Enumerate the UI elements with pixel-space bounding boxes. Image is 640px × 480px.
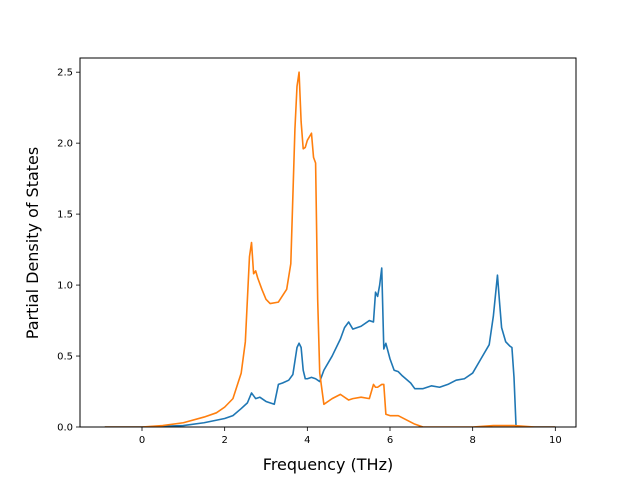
x-axis-ticks: 0 2 4 6 8 10 xyxy=(139,427,562,446)
x-axis-label: Frequency (THz) xyxy=(263,455,393,474)
x-tick-label: 2 xyxy=(221,435,227,446)
x-tick-label: 10 xyxy=(549,435,562,446)
x-tick-label: 6 xyxy=(387,435,393,446)
x-tick-label: 4 xyxy=(304,435,310,446)
x-tick-label: 8 xyxy=(469,435,475,446)
x-tick-label: 0 xyxy=(139,435,145,446)
series-layer xyxy=(104,71,556,427)
y-tick-label: 2.5 xyxy=(57,68,73,79)
y-tick-label: 2.0 xyxy=(57,139,73,150)
series-line-1 xyxy=(104,267,556,427)
y-axis-ticks: 0.0 0.5 1.0 1.5 2.0 2.5 xyxy=(57,68,80,434)
y-axis-label: Partial Density of States xyxy=(23,147,42,339)
y-tick-label: 0.0 xyxy=(57,423,73,434)
plot-frame xyxy=(79,57,577,428)
y-tick-label: 1.0 xyxy=(57,281,73,292)
series-line-2 xyxy=(104,71,556,427)
y-tick-label: 1.5 xyxy=(57,210,73,221)
y-tick-label: 0.5 xyxy=(57,352,73,363)
